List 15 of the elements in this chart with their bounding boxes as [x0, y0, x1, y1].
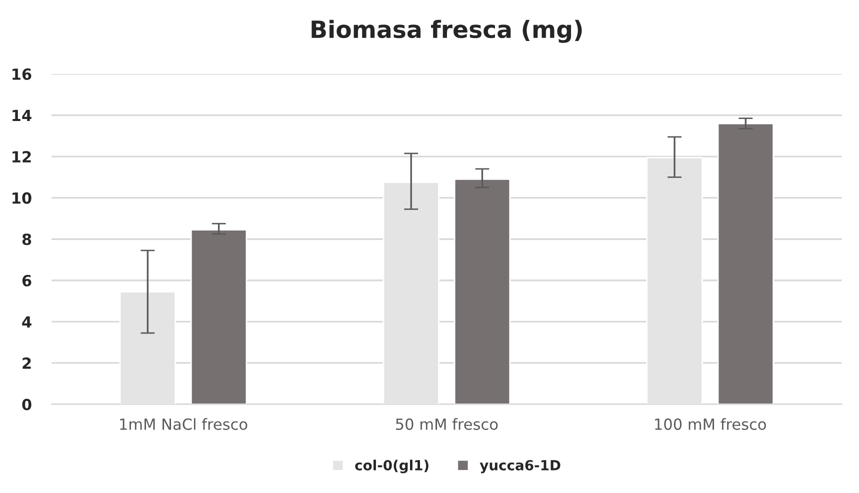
x-tick-label: 1mM NaCl fresco	[120, 418, 248, 430]
y-tick-label: 6	[22, 274, 32, 286]
y-tick-label: 0	[22, 398, 32, 410]
y-tick-label: 16	[12, 68, 32, 80]
legend-label: yucca6-1D	[480, 460, 560, 474]
y-tick-label: 12	[12, 150, 31, 162]
y-tick-label: 4	[22, 316, 32, 328]
y-tick-label: 10	[12, 192, 32, 204]
x-tick-label: 50 mM fresco	[396, 418, 498, 430]
legend-label: col-0(gl1)	[355, 460, 428, 474]
y-tick-label: 14	[12, 110, 32, 122]
chart-title: Biomasa fresca (mg)	[312, 20, 582, 43]
y-tick-label: 8	[22, 234, 32, 246]
y-tick-label: 2	[22, 357, 31, 369]
x-tick-label: 100 mM fresco	[655, 418, 766, 430]
